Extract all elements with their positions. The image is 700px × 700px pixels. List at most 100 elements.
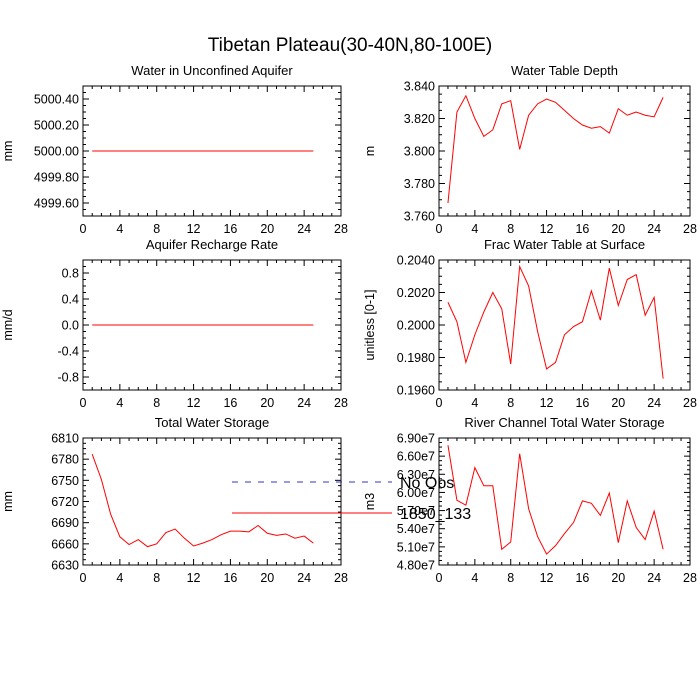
x-tick-label: 16: [223, 571, 237, 585]
x-tick-label: 16: [223, 222, 237, 236]
panel-title: Total Water Storage: [155, 415, 269, 430]
y-tick-label: 3.840: [404, 80, 435, 94]
x-tick-label: 20: [260, 396, 274, 410]
x-tick-label: 8: [153, 571, 160, 585]
y-tick-label: 0.1960: [397, 384, 435, 398]
y-tick-label: 6750: [51, 474, 79, 488]
legend-1850-133-label: 1850_133: [400, 506, 471, 523]
y-axis-label: mm: [1, 491, 15, 512]
y-tick-label: 6660: [51, 537, 79, 551]
plot-frame: [82, 437, 342, 566]
x-tick-label: 24: [647, 396, 661, 410]
x-tick-label: 24: [297, 222, 311, 236]
panel-title: River Channel Total Water Storage: [464, 415, 664, 430]
y-tick-label: 4999.60: [34, 197, 79, 211]
panel-title: Aquifer Recharge Rate: [146, 237, 278, 252]
x-tick-label: 28: [683, 571, 697, 585]
y-tick-label: 5.40e7: [397, 522, 435, 536]
x-tick-label: 20: [611, 222, 625, 236]
x-tick-label: 16: [575, 396, 589, 410]
x-tick-label: 16: [575, 571, 589, 585]
x-tick-label: 24: [647, 571, 661, 585]
x-tick-label: 24: [297, 571, 311, 585]
y-tick-label: 0.8: [62, 267, 79, 281]
x-tick-label: 16: [223, 396, 237, 410]
y-tick-label: 5000.00: [34, 145, 79, 159]
series-line-1850_133: [447, 445, 664, 555]
y-tick-label: 0.4: [62, 293, 79, 307]
x-tick-label: 24: [647, 222, 661, 236]
y-tick-label: 5000.20: [34, 119, 79, 133]
series-line-1850_133: [447, 94, 664, 204]
y-tick-label: 6780: [51, 453, 79, 467]
y-tick-label: 6.60e7: [397, 450, 435, 464]
legend: No Obs 1850_133: [232, 475, 471, 523]
x-tick-label: 0: [80, 396, 87, 410]
panel-3: Aquifer Recharge Rate 0 4 8 12 16 20 24 28 -0.8 -0…: [1, 237, 348, 410]
panel-5: Total Water Storage 0 4 8 12 16 20 24 28 6630 6660…: [1, 415, 348, 585]
y-tick-label: 0.2000: [397, 319, 435, 333]
panel-title: Frac Water Table at Surface: [484, 237, 645, 252]
x-tick-label: 28: [334, 222, 348, 236]
y-tick-label: 5.10e7: [397, 540, 435, 554]
y-tick-label: 6630: [51, 559, 79, 573]
y-tick-label: 6.90e7: [397, 432, 435, 446]
plot-frame: [438, 437, 691, 566]
x-tick-label: 0: [436, 222, 443, 236]
x-tick-label: 0: [436, 396, 443, 410]
x-tick-label: 12: [187, 222, 201, 236]
y-tick-label: 4.80e7: [397, 559, 435, 573]
y-tick-label: 3.820: [404, 112, 435, 126]
x-tick-label: 8: [153, 222, 160, 236]
y-tick-label: 6.30e7: [397, 468, 435, 482]
y-tick-label: 0.2040: [397, 254, 435, 268]
y-tick-label: 6690: [51, 516, 79, 530]
y-tick-label: 0.0: [62, 319, 79, 333]
x-tick-label: 12: [187, 571, 201, 585]
y-tick-label: 3.780: [404, 177, 435, 191]
y-axis-label: mm: [1, 141, 15, 162]
x-tick-label: 28: [683, 222, 697, 236]
x-tick-label: 4: [471, 222, 478, 236]
x-tick-label: 20: [611, 571, 625, 585]
x-tick-label: 28: [334, 396, 348, 410]
y-tick-label: -0.4: [57, 345, 79, 359]
y-tick-label: 6.00e7: [397, 486, 435, 500]
x-tick-label: 4: [116, 571, 123, 585]
x-tick-label: 0: [80, 222, 87, 236]
x-tick-label: 20: [260, 571, 274, 585]
x-tick-label: 8: [153, 396, 160, 410]
x-tick-label: 20: [260, 222, 274, 236]
x-tick-label: 0: [436, 571, 443, 585]
main-title: Tibetan Plateau(30-40N,80-100E): [208, 35, 492, 56]
panel-4: Frac Water Table at Surface 0 4 8 12 16 20 24 28…: [363, 237, 697, 410]
x-tick-label: 28: [683, 396, 697, 410]
x-tick-label: 16: [575, 222, 589, 236]
y-axis-label: mm/d: [1, 309, 15, 340]
y-tick-label: 0.1980: [397, 351, 435, 365]
y-axis-label: m: [363, 146, 377, 156]
plot-frame: [438, 259, 691, 391]
y-axis-label: m3: [363, 493, 377, 510]
x-tick-label: 4: [116, 396, 123, 410]
x-tick-label: 12: [540, 222, 554, 236]
x-tick-label: 12: [540, 396, 554, 410]
x-tick-label: 4: [116, 222, 123, 236]
panel-1: Water in Unconfined Aquifer 0 4 8 12 16 20 24 28…: [1, 63, 348, 236]
x-tick-label: 4: [471, 571, 478, 585]
x-tick-label: 28: [334, 571, 348, 585]
x-tick-label: 0: [80, 571, 87, 585]
y-tick-label: 6810: [51, 432, 79, 446]
panels: Water in Unconfined Aquifer 0 4 8 12 16 20 24 28…: [1, 63, 697, 585]
y-tick-label: 0.2020: [397, 286, 435, 300]
y-tick-label: 5000.40: [34, 93, 79, 107]
y-tick-label: 3.760: [404, 210, 435, 224]
legend-no-obs-label: No Obs: [400, 475, 454, 492]
x-tick-label: 24: [297, 396, 311, 410]
x-tick-label: 8: [507, 222, 514, 236]
plot-frame: [438, 85, 691, 217]
x-tick-label: 12: [540, 571, 554, 585]
x-tick-label: 4: [471, 396, 478, 410]
x-tick-label: 8: [507, 396, 514, 410]
